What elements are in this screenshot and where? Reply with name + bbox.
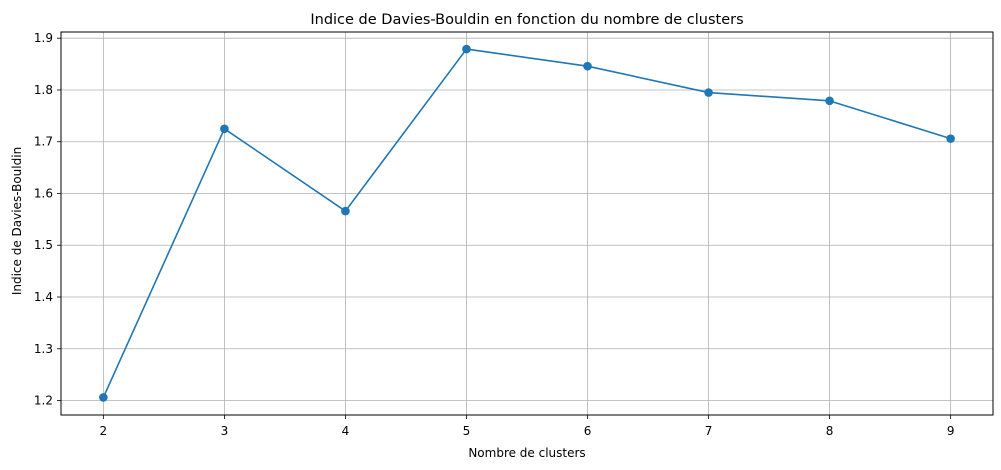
y-tick-label: 1.9 [34,31,53,45]
x-tick-label: 9 [947,424,955,438]
data-point [825,96,834,106]
y-tick-label: 1.4 [34,290,53,304]
x-tick-label: 5 [463,424,471,438]
x-tick-label: 8 [826,424,834,438]
y-tick-label: 1.2 [34,394,53,408]
y-tick-label: 1.7 [34,135,53,149]
x-tick-label: 7 [705,424,713,438]
series-layer [99,44,955,402]
data-point [704,88,713,97]
series-line [102,48,951,398]
x-axis-label: Nombre de clusters [468,446,585,460]
data-point [99,393,108,402]
grid [61,32,993,415]
axis-ticks: 2 3 4 5 6 7 8 9 1.2 1.3 1.4 1.5 1.6 1.7 1.8 1.9 [34,31,955,438]
chart-title: Indice de Davies-Bouldin en fonction du … [310,12,743,28]
x-tick-label: 4 [342,424,350,438]
y-tick-label: 1.8 [34,83,53,97]
x-tick-label: 6 [584,424,592,438]
y-tick-label: 1.3 [34,342,53,356]
x-tick-label: 2 [100,424,108,438]
x-tick-label: 3 [221,424,229,438]
y-tick-label: 1.6 [34,186,53,200]
plot-frame [60,31,994,416]
y-tick-label: 1.5 [34,238,53,252]
y-axis-label: Indice de Davies-Bouldin [10,147,24,295]
data-point [220,124,229,134]
data-point [946,134,955,143]
data-point [341,206,350,216]
data-point [462,44,471,54]
data-point [583,61,592,71]
